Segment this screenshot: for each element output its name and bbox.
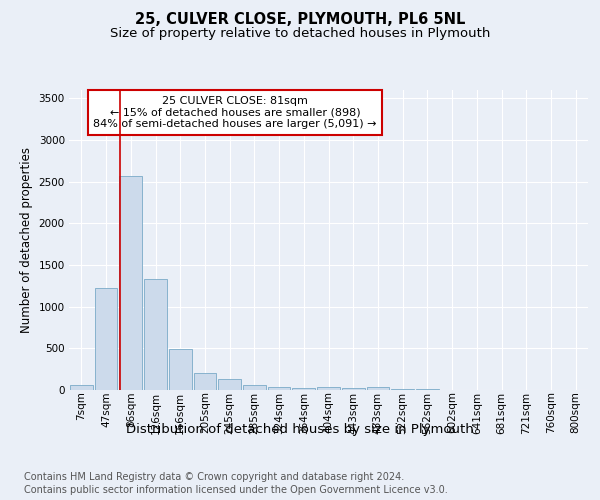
Bar [119, 176, 142, 390]
Text: Size of property relative to detached houses in Plymouth: Size of property relative to detached ho… [110, 28, 490, 40]
Bar [95, 288, 118, 390]
Bar [342, 388, 365, 390]
Bar [367, 386, 389, 390]
Bar [218, 379, 241, 390]
Text: Contains public sector information licensed under the Open Government Licence v3: Contains public sector information licen… [24, 485, 448, 495]
Bar [243, 386, 266, 390]
Bar [194, 372, 216, 390]
Y-axis label: Number of detached properties: Number of detached properties [20, 147, 33, 333]
Bar [317, 387, 340, 390]
Text: Distribution of detached houses by size in Plymouth: Distribution of detached houses by size … [126, 422, 474, 436]
Text: 25 CULVER CLOSE: 81sqm
← 15% of detached houses are smaller (898)
84% of semi-de: 25 CULVER CLOSE: 81sqm ← 15% of detached… [94, 96, 377, 129]
Bar [144, 279, 167, 390]
Text: 25, CULVER CLOSE, PLYMOUTH, PL6 5NL: 25, CULVER CLOSE, PLYMOUTH, PL6 5NL [135, 12, 465, 28]
Bar [70, 385, 93, 390]
Bar [268, 386, 290, 390]
Bar [169, 349, 191, 390]
Text: Contains HM Land Registry data © Crown copyright and database right 2024.: Contains HM Land Registry data © Crown c… [24, 472, 404, 482]
Bar [416, 389, 439, 390]
Bar [391, 389, 414, 390]
Bar [292, 388, 315, 390]
